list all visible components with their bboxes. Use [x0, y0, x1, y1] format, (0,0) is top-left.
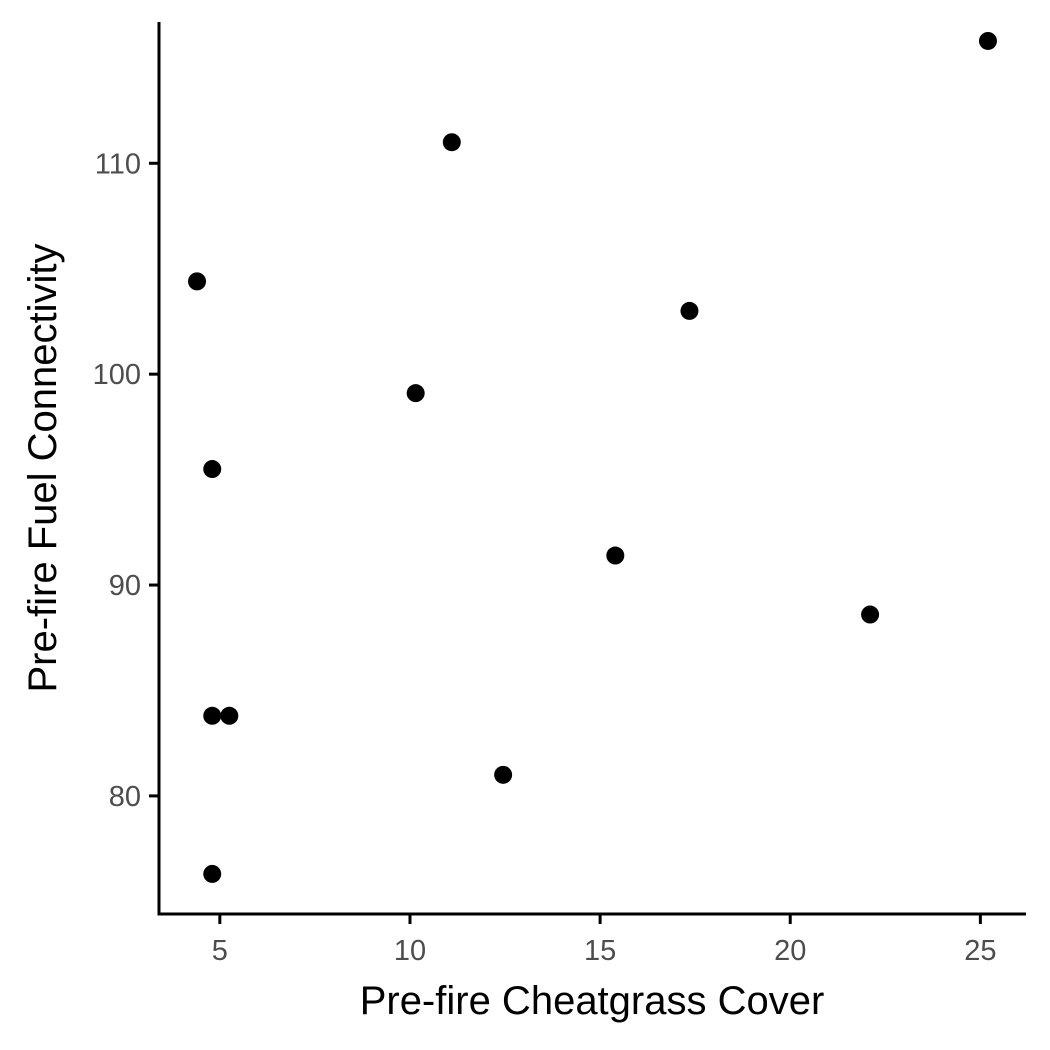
data-point-8 [494, 765, 513, 784]
y-tick-label: 80 [109, 781, 141, 813]
y-tick-label: 100 [93, 359, 141, 391]
data-point-9 [606, 546, 625, 565]
ticks-layer: 5 10 15 20 25 80 90 100 110 [93, 148, 997, 967]
data-point-2 [203, 460, 222, 479]
x-tick-label: 10 [394, 935, 426, 967]
data-point-5 [220, 706, 239, 725]
x-tick-label: 15 [584, 935, 616, 967]
x-tick-label: 25 [964, 935, 996, 967]
data-point-6 [406, 384, 425, 403]
points-layer [188, 31, 997, 883]
data-point-12 [978, 31, 997, 50]
data-point-7 [442, 133, 461, 152]
data-point-11 [861, 605, 880, 624]
data-point-1 [188, 272, 207, 291]
y-axis-title: Pre-fire Fuel Connectivity [21, 243, 65, 692]
y-tick-label: 90 [109, 570, 141, 602]
x-tick-label: 20 [774, 935, 806, 967]
x-tick-label: 5 [212, 935, 228, 967]
data-point-3 [203, 706, 222, 725]
data-point-10 [680, 301, 699, 320]
y-tick-label: 110 [95, 148, 141, 180]
data-point-4 [203, 864, 222, 883]
x-axis-title: Pre-fire Cheatgrass Cover [360, 979, 825, 1023]
